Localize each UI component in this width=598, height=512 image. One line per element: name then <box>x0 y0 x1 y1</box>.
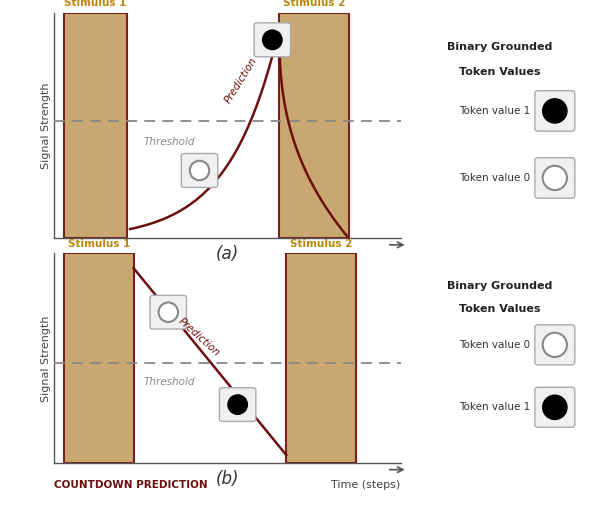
FancyBboxPatch shape <box>535 91 575 131</box>
Ellipse shape <box>542 395 567 419</box>
Ellipse shape <box>228 395 248 414</box>
Text: Stimulus 1: Stimulus 1 <box>64 0 127 8</box>
Text: COUNTDOWN PREDICTION: COUNTDOWN PREDICTION <box>54 480 208 490</box>
Y-axis label: Signal Strength: Signal Strength <box>41 82 51 168</box>
Ellipse shape <box>263 30 282 50</box>
Ellipse shape <box>542 99 567 123</box>
FancyBboxPatch shape <box>535 325 575 365</box>
Text: Token Values: Token Values <box>459 304 540 314</box>
Text: Prediction: Prediction <box>177 316 222 358</box>
Text: Token value 0: Token value 0 <box>459 340 530 350</box>
FancyBboxPatch shape <box>254 23 291 57</box>
FancyBboxPatch shape <box>535 387 575 428</box>
FancyBboxPatch shape <box>150 295 187 329</box>
Text: Token Values: Token Values <box>459 67 540 77</box>
Text: (b): (b) <box>215 470 239 488</box>
Bar <box>279 13 349 238</box>
Text: Token value 0: Token value 0 <box>459 173 530 183</box>
Y-axis label: Signal Strength: Signal Strength <box>41 315 51 401</box>
Text: Threshold: Threshold <box>144 377 196 387</box>
FancyBboxPatch shape <box>181 154 218 187</box>
Bar <box>286 253 356 463</box>
Bar <box>64 13 127 238</box>
Text: Stimulus 1: Stimulus 1 <box>68 239 130 249</box>
Text: Token value 1: Token value 1 <box>459 106 530 116</box>
Text: Time (steps): Time (steps) <box>331 480 401 490</box>
Text: Threshold: Threshold <box>144 137 196 147</box>
Bar <box>64 253 133 463</box>
Ellipse shape <box>542 333 567 357</box>
Text: Prediction: Prediction <box>223 56 259 105</box>
Ellipse shape <box>542 166 567 190</box>
Text: Token value 1: Token value 1 <box>459 402 530 412</box>
FancyBboxPatch shape <box>219 388 256 421</box>
Text: Stimulus 2: Stimulus 2 <box>289 239 352 249</box>
Text: Stimulus 2: Stimulus 2 <box>283 0 345 8</box>
Text: Binary Grounded: Binary Grounded <box>447 42 552 52</box>
Text: ACCUMULATION PREDICTION: ACCUMULATION PREDICTION <box>54 256 222 266</box>
Text: Time (steps): Time (steps) <box>331 256 401 266</box>
FancyBboxPatch shape <box>535 158 575 198</box>
Text: Binary Grounded: Binary Grounded <box>447 281 552 291</box>
Text: (a): (a) <box>216 245 239 263</box>
Ellipse shape <box>190 161 209 180</box>
Ellipse shape <box>158 303 178 322</box>
